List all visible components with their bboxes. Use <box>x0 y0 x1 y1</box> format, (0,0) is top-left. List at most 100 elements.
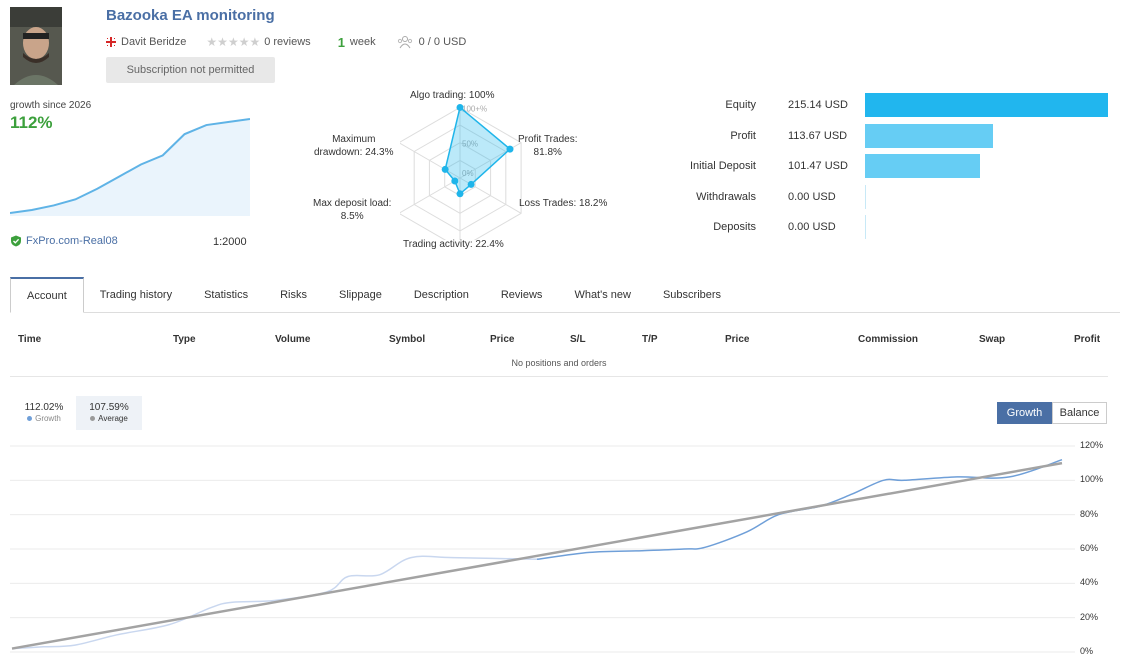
radar-label-deposit-load: Max deposit load: 8.5% <box>313 197 391 223</box>
column-header-volume[interactable]: Volume <box>275 334 311 345</box>
growth-since-label: growth since 2026 <box>10 100 92 111</box>
radar-label-drawdown-line2: drawdown: 24.3% <box>314 147 394 158</box>
stat-label-initial-deposit: Initial Deposit <box>689 160 756 172</box>
tab-account[interactable]: Account <box>10 277 84 313</box>
legend-average[interactable]: 107.59% Average <box>76 396 142 430</box>
legend-growth-value: 112.02% <box>24 402 64 413</box>
tab-risks[interactable]: Risks <box>280 289 307 301</box>
legend-growth-name: Growth <box>35 414 61 423</box>
author-name[interactable]: Davit Beridze <box>121 36 187 48</box>
column-header-swap[interactable]: Swap <box>979 334 1006 345</box>
tab-statistics[interactable]: Statistics <box>204 289 249 301</box>
stat-bar <box>865 184 866 209</box>
radar-label-profit-trades-line1: Profit Trades: <box>518 134 578 145</box>
column-header-type[interactable]: Type <box>173 334 196 345</box>
weeks-unit: week <box>349 36 376 48</box>
verified-shield-icon <box>10 235 22 247</box>
y-tick-label: 60% <box>1080 543 1099 553</box>
stat-label-profit: Profit <box>730 129 756 142</box>
legend-average-name: Average <box>98 414 128 423</box>
stat-value: 101.47 USD <box>788 160 848 172</box>
stat-bar <box>865 123 994 148</box>
column-header-price[interactable]: Price <box>725 334 750 345</box>
risk-radar-chart: 100+% 50% 0% <box>400 103 522 240</box>
subscribers-count: 0 / 0 USD <box>418 36 467 48</box>
stat-bar <box>865 93 1108 117</box>
weeks-number: 1 <box>337 34 345 50</box>
table-bottom-divider <box>10 376 1108 377</box>
tab-bar: Account Trading history Statistics Risks Sli… <box>10 277 737 313</box>
stat-bar <box>865 154 980 178</box>
author-meta: Davit Beridze ★★★★★ 0 reviews 1 week 0 /… <box>106 34 466 50</box>
tab-subscribers[interactable]: Subscribers <box>662 289 722 301</box>
growth-line-early <box>11 555 538 650</box>
radar-label-deposit-load-line1: Max deposit load: <box>313 198 392 209</box>
tab-trading-history[interactable]: Trading history <box>99 289 173 301</box>
tab-description[interactable]: Description <box>413 289 469 301</box>
radar-grid-ring <box>400 106 522 240</box>
y-tick-label: 0% <box>1080 646 1094 656</box>
y-tick-label: 20% <box>1080 611 1099 622</box>
radar-label-profit-trades: Profit Trades: 81.8% <box>518 133 577 159</box>
column-header-s-l[interactable]: S/L <box>570 334 586 345</box>
leverage: 1:2000 <box>213 236 247 248</box>
column-header-price[interactable]: Price <box>490 334 515 345</box>
column-header-commission[interactable]: Commission <box>858 334 919 345</box>
average-line <box>11 461 1063 650</box>
radar-point <box>456 190 464 198</box>
stat-value: 0.00 USD <box>788 221 836 233</box>
page-title[interactable]: Bazooka EA monitoring <box>106 7 275 24</box>
stat-label-withdrawals: Withdrawals <box>696 190 756 203</box>
stat-value: 0.00 USD <box>788 190 836 203</box>
legend-growth-dot <box>27 416 33 421</box>
tabs-divider <box>10 312 1120 313</box>
column-header-time[interactable]: Time <box>18 334 42 345</box>
growth-chart <box>10 445 1075 653</box>
radar-label-algo: Algo trading: 100% <box>410 90 495 101</box>
radar-label-activity: Trading activity: 22.4% <box>403 239 504 250</box>
radar-label-loss-trades: Loss Trades: 18.2% <box>519 198 608 209</box>
radar-ring-label: 100+% <box>462 104 487 113</box>
radar-axis <box>400 142 461 179</box>
radar-label-profit-trades-line2: 81.8% <box>533 147 562 158</box>
y-tick-label: 80% <box>1080 508 1099 519</box>
radar-point <box>506 145 514 153</box>
stat-value: 113.67 USD <box>788 129 848 142</box>
radar-label-deposit-load-line2: 8.5% <box>340 211 364 222</box>
y-tick-label: 100% <box>1080 474 1104 485</box>
stat-label-deposits: Deposits <box>713 221 756 233</box>
legend-average-dot <box>90 416 96 421</box>
broker-link[interactable]: FxPro.com-Real08 <box>10 235 118 247</box>
stat-label-equity: Equity <box>725 99 756 111</box>
column-header-symbol[interactable]: Symbol <box>389 334 426 345</box>
stat-value: 215.14 USD <box>788 99 848 111</box>
growth-toggle-button[interactable]: Growth <box>997 402 1052 424</box>
column-header-t-p[interactable]: T/P <box>642 334 658 345</box>
radar-ring-label: 0% <box>462 169 474 178</box>
radar-point <box>441 165 449 173</box>
subscribers-icon <box>397 35 413 49</box>
georgia-flag-icon <box>106 37 116 47</box>
sparkline-area <box>10 119 250 216</box>
avatar[interactable] <box>10 7 62 85</box>
radar-point <box>467 180 475 188</box>
tab-slippage[interactable]: Slippage <box>339 289 382 301</box>
tab-what-s-new[interactable]: What's new <box>574 289 631 301</box>
subscribe-button[interactable]: Subscription not permitted <box>106 57 275 83</box>
y-tick-label: 40% <box>1080 577 1099 588</box>
radar-label-drawdown: Maximum drawdown: 24.3% <box>314 133 394 159</box>
growth-sparkline <box>10 118 250 216</box>
radar-ring-label: 50% <box>462 140 478 149</box>
broker-name[interactable]: FxPro.com-Real08 <box>26 235 118 247</box>
legend-growth[interactable]: 112.02% Growth <box>12 396 76 430</box>
y-tick-label: 120% <box>1080 440 1104 450</box>
radar-axis <box>400 177 461 214</box>
tab-reviews[interactable]: Reviews <box>500 289 543 301</box>
growth-value: 112% <box>10 113 53 132</box>
column-header-profit[interactable]: Profit <box>1074 334 1101 345</box>
radar-point <box>451 177 459 185</box>
stat-bar <box>865 215 866 239</box>
reviews-count[interactable]: 0 reviews <box>264 36 311 48</box>
balance-toggle-button[interactable]: Balance <box>1052 402 1107 424</box>
radar-point <box>456 103 464 111</box>
